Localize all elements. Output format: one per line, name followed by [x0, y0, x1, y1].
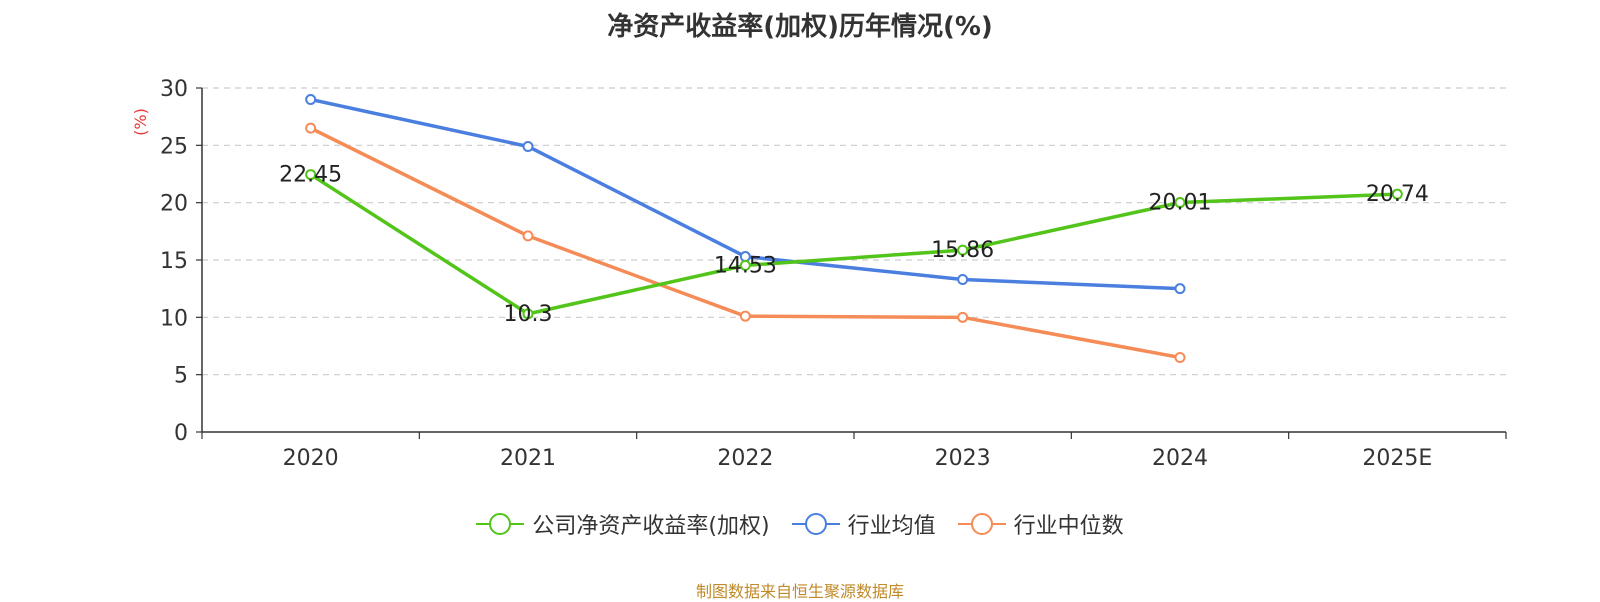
data-point — [522, 140, 534, 152]
legend-line-circle-icon — [957, 513, 1006, 535]
data-point — [305, 122, 317, 134]
series-line-2 — [309, 126, 1181, 360]
legend-label: 公司净资产收益率(加权) — [532, 514, 770, 539]
data-point — [305, 93, 317, 105]
x-tick-label: 2022 — [717, 446, 773, 471]
data-label: 10.3 — [504, 302, 553, 327]
chart-legend: 公司净资产收益率(加权) 行业均值 行业中位数 — [0, 508, 1600, 540]
legend-item-2[interactable]: 行业中位数 — [957, 508, 1124, 540]
data-point — [1391, 188, 1403, 200]
source-note: 制图数据来自恒生聚源数据库 — [695, 582, 904, 601]
series-line-0 — [309, 173, 1398, 316]
y-axis-label: (%) — [131, 108, 150, 136]
data-point — [957, 244, 969, 256]
legend-item-0[interactable]: 公司净资产收益率(加权) — [476, 508, 770, 540]
data-point — [522, 308, 534, 320]
data-point — [305, 169, 317, 181]
y-tick-label: 0 — [174, 421, 188, 446]
data-point — [1174, 283, 1186, 295]
data-label: 20.74 — [1366, 182, 1429, 207]
y-tick-label: 5 — [174, 364, 188, 389]
data-point — [1174, 351, 1186, 363]
legend-item-1[interactable]: 行业均值 — [791, 508, 936, 540]
x-tick-label: 2020 — [283, 446, 339, 471]
data-point — [1174, 197, 1186, 209]
data-point — [739, 259, 751, 271]
data-point — [522, 230, 534, 242]
legend-line-circle-icon — [476, 513, 525, 535]
data-label: 14.53 — [714, 253, 777, 278]
y-tick-label: 15 — [160, 249, 188, 274]
data-label: 15.86 — [931, 238, 994, 263]
legend-line-circle-icon — [791, 513, 840, 535]
x-tick-label: 2021 — [500, 446, 556, 471]
x-tick-label: 2025E — [1362, 446, 1432, 471]
data-label: 20.01 — [1149, 191, 1212, 216]
y-tick-label: 20 — [160, 192, 188, 217]
y-tick-label: 10 — [160, 306, 188, 331]
y-tick-label: 30 — [160, 77, 188, 102]
chart-title: 净资产收益率(加权)历年情况(%) — [607, 12, 993, 42]
data-point — [957, 311, 969, 323]
data-label: 22.45 — [279, 163, 342, 188]
x-tick-label: 2024 — [1152, 446, 1208, 471]
legend-label: 行业中位数 — [1013, 514, 1124, 539]
y-tick-label: 25 — [160, 134, 188, 159]
data-point — [957, 273, 969, 285]
x-tick-label: 2023 — [935, 446, 991, 471]
data-point — [739, 310, 751, 322]
legend-label: 行业均值 — [847, 514, 936, 539]
